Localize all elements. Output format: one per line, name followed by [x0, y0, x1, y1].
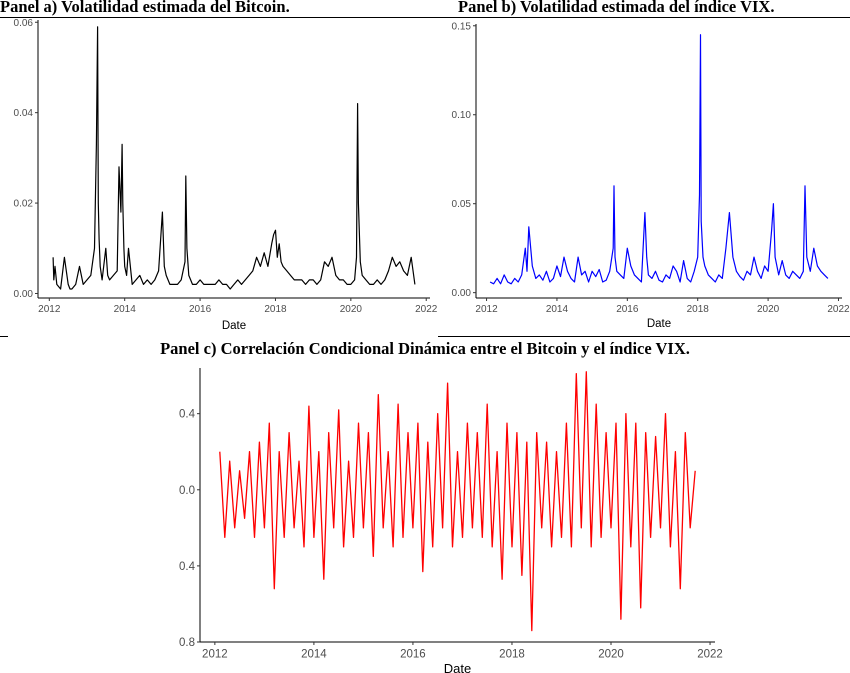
x-tick-label: 2016	[616, 304, 639, 315]
series-line	[489, 34, 829, 285]
chart-a-volatility-bitcoin: 0.00 0.02 0.04 0.06 2012 2014 2016 2018 2020 2022…	[14, 18, 438, 332]
y-tick-label: 0.00	[452, 288, 472, 299]
x-tick-label: 2022	[697, 649, 723, 661]
x-tick-label: 2020	[598, 649, 624, 661]
series-line	[219, 371, 696, 632]
x-tick-label: 2012	[475, 304, 498, 315]
x-tick-label: 2014	[114, 304, 137, 315]
x-axis-label: Date	[222, 320, 246, 332]
x-tick-label: 2018	[687, 304, 710, 315]
panel-b-title: Panel b) Volatilidad estimada del índice…	[458, 0, 775, 16]
x-tick-label: 2018	[264, 304, 287, 315]
chart-b-volatility-vix: 0.00 0.05 0.10 0.15 2012 2014 2016 2018 2020 2022…	[452, 21, 850, 330]
y-tick-label: 0.15	[452, 21, 472, 32]
y-tick-label: 0.05	[452, 199, 472, 210]
x-tick-label: 2016	[189, 304, 212, 315]
x-axis-label: Date	[444, 661, 471, 673]
y-tick-label: 0.02	[14, 199, 34, 210]
x-tick-label: 2020	[340, 304, 363, 315]
x-tick-label: 2014	[546, 304, 569, 315]
series-line	[52, 26, 416, 290]
x-tick-label: 2020	[757, 304, 780, 315]
y-tick-label: 0.8	[179, 637, 195, 649]
x-tick-label: 2022	[827, 304, 850, 315]
x-tick-label: 2014	[301, 649, 327, 661]
panel-a-title: Panel a) Volatilidad estimada del Bitcoi…	[0, 0, 290, 16]
x-tick-label: 2012	[38, 304, 61, 315]
x-tick-label: 2022	[415, 304, 438, 315]
y-tick-label: 0.06	[14, 18, 34, 29]
y-tick-label: 0.10	[452, 110, 472, 121]
panel-c-title: Panel c) Correlación Condicional Dinámic…	[160, 339, 690, 358]
y-tick-label: 0.4	[179, 561, 196, 573]
x-tick-label: 2018	[499, 649, 525, 661]
y-tick-label: 0.04	[14, 108, 34, 119]
y-tick-label: 0.00	[14, 289, 34, 300]
chart-c-dynamic-conditional-correlation: 0.4 0.0 0.4 0.8 2012 2014 2016 2018 2020 2022 Date	[179, 368, 723, 673]
y-tick-label: 0.0	[179, 485, 195, 497]
x-axis-label: Date	[647, 318, 671, 330]
x-tick-label: 2016	[400, 649, 426, 661]
left-separator	[0, 336, 8, 337]
x-tick-label: 2012	[202, 649, 228, 661]
y-tick-label: 0.4	[179, 409, 196, 421]
top-rule	[0, 17, 850, 18]
right-separator	[438, 336, 850, 337]
